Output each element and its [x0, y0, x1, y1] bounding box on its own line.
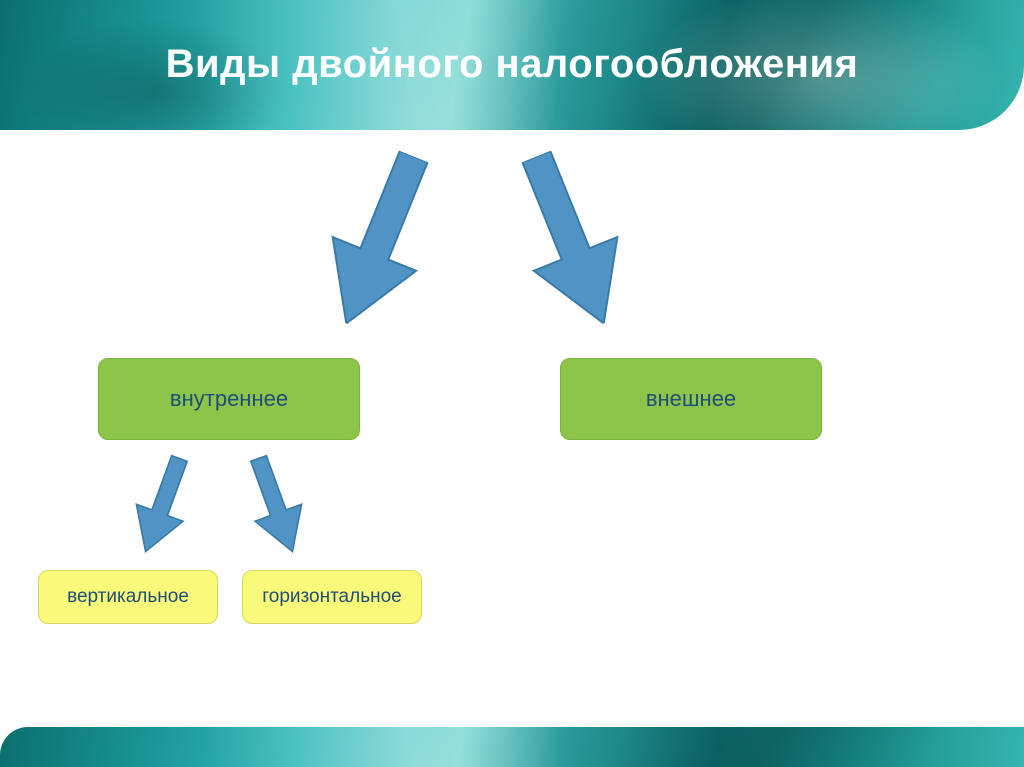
arrow-small-left-icon [118, 444, 207, 566]
arrow-down-left-icon [300, 138, 460, 342]
node-label: внутреннее [170, 386, 288, 412]
node-label: внешнее [646, 386, 736, 412]
node-horizontal: горизонтальное [242, 570, 422, 624]
node-label: вертикальное [67, 586, 189, 608]
node-label: горизонтальное [262, 586, 402, 608]
node-external: внешнее [560, 358, 822, 440]
node-vertical: вертикальное [38, 570, 218, 624]
slide: Виды двойного налогообложения внутреннее… [0, 0, 1024, 767]
page-title: Виды двойного налогообложения [0, 42, 1024, 87]
arrow-small-right-icon [231, 444, 320, 566]
footer-band [0, 727, 1024, 767]
arrow-down-right-icon [490, 138, 650, 342]
node-internal: внутреннее [98, 358, 360, 440]
